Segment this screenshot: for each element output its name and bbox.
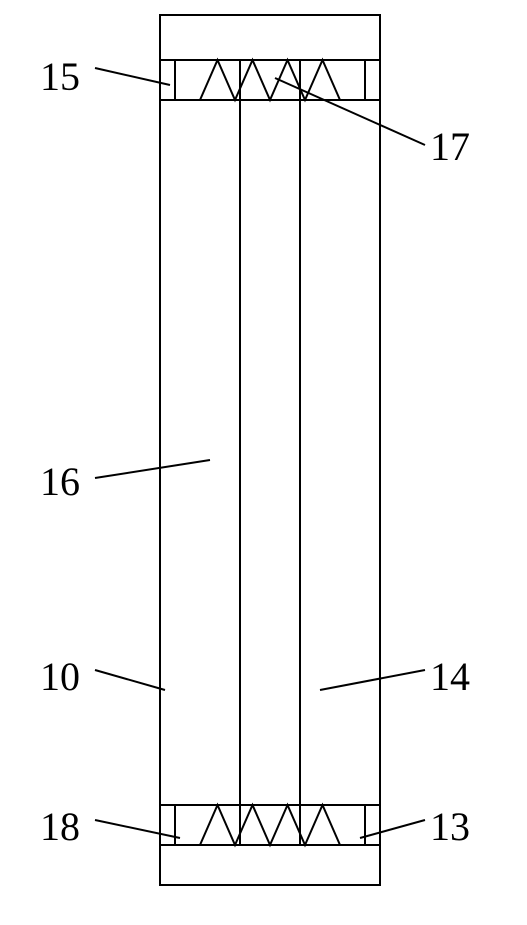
- outer-rect: [160, 15, 380, 885]
- leader-15: [95, 68, 170, 85]
- label-15: 15: [40, 54, 80, 99]
- leader-17: [275, 78, 425, 145]
- leader-16: [95, 460, 210, 478]
- label-14: 14: [430, 654, 470, 699]
- label-18: 18: [40, 804, 80, 849]
- leader-18: [95, 820, 180, 838]
- zigzag-top-icon: [200, 60, 340, 100]
- leader-14: [320, 670, 425, 690]
- leader-10: [95, 670, 165, 690]
- leader-13: [360, 820, 425, 838]
- diagram-figure: 15 17 16 10 14 18 13: [0, 0, 527, 925]
- label-13: 13: [430, 804, 470, 849]
- zigzag-bottom-icon: [200, 805, 340, 845]
- label-16: 16: [40, 459, 80, 504]
- label-17: 17: [430, 124, 470, 169]
- label-10: 10: [40, 654, 80, 699]
